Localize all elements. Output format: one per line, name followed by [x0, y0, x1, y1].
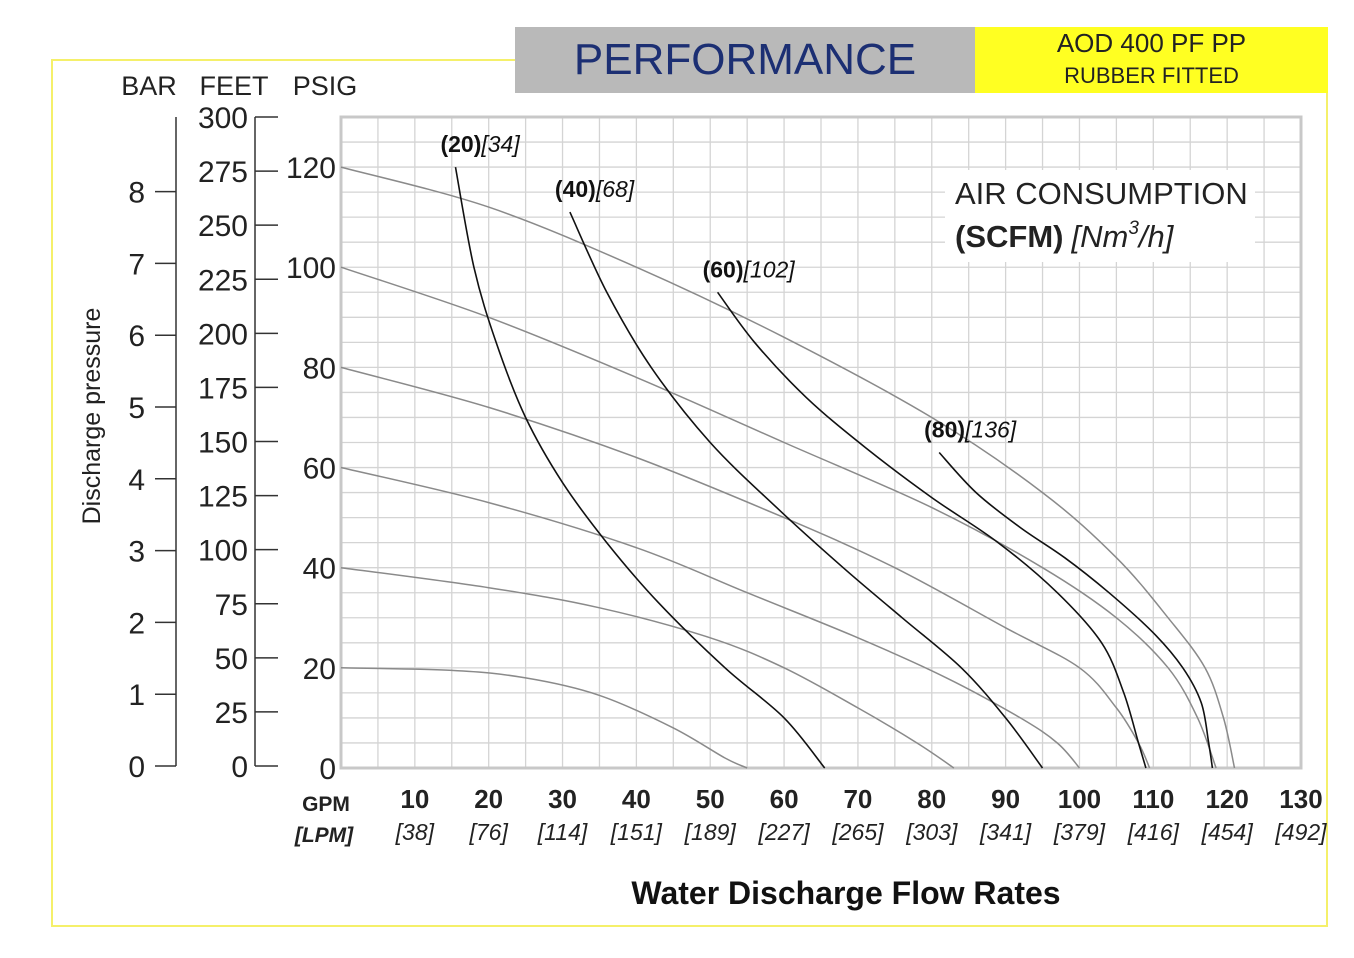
psig-tick-label: 80 [303, 352, 336, 385]
feet-tick-label: 125 [198, 481, 248, 514]
pressure-curve [340, 466, 1081, 769]
air-curve-label: (20)[34] [440, 131, 520, 157]
air-legend-bg [945, 170, 1255, 262]
header-model: AOD 400 PF PP [1056, 28, 1247, 58]
pressure-curve [340, 366, 1151, 769]
bar-tick-label: 7 [128, 248, 145, 281]
x-tick-gpm: 100 [1058, 784, 1101, 814]
bar-tick-label: 4 [128, 464, 145, 497]
x-tick-lpm: [189] [684, 819, 737, 845]
feet-tick-label: 150 [198, 427, 248, 460]
bar-tick-label: 3 [128, 536, 145, 569]
x-axis-title: Water Discharge Flow Rates [631, 875, 1060, 911]
x-tick-lpm: [114] [537, 819, 588, 845]
bar-tick-label: 6 [128, 320, 145, 353]
psig-tick-label: 20 [303, 653, 336, 686]
psig-tick-label: 100 [286, 252, 336, 285]
bar-tick-label: 1 [128, 679, 145, 712]
plot-border [339, 115, 1303, 770]
x-tick-lpm: [454] [1201, 819, 1254, 845]
pressure-curve [340, 266, 1217, 769]
grid [341, 117, 1301, 768]
y-header-bar: BAR [121, 71, 177, 101]
x-tick-lpm: [151] [610, 819, 663, 845]
psig-tick-label: 60 [303, 453, 336, 486]
bar-axis: 0 1 2 3 4 5 6 7 8 [128, 117, 177, 784]
x-tick-gpm: 80 [917, 784, 946, 814]
x-unit-lpm: [LPM] [294, 824, 354, 847]
air-curve [716, 291, 1147, 769]
psig-tick-label: 120 [286, 152, 336, 185]
x-tick-lpm: [303] [905, 819, 958, 845]
feet-tick-label: 300 [198, 102, 248, 135]
bar-tick-label: 2 [128, 607, 145, 640]
air-curve [454, 166, 826, 769]
air-curve-label: (80)[136] [924, 417, 1017, 443]
x-tick-gpm: 20 [474, 784, 503, 814]
x-tick-gpm: 120 [1205, 784, 1248, 814]
feet-tick-label: 250 [198, 210, 248, 243]
psig-tick-label: 0 [319, 753, 336, 786]
feet-tick-label: 25 [215, 697, 248, 730]
x-tick-gpm: 130 [1279, 784, 1322, 814]
feet-tick-label: 0 [231, 751, 248, 784]
x-tick-gpm: 50 [696, 784, 725, 814]
y-header-feet: FEET [199, 71, 268, 101]
x-tick-lpm: [76] [469, 819, 509, 845]
header-subtitle: RUBBER FITTED [1064, 63, 1239, 88]
air-curve [938, 451, 1214, 769]
feet-tick-label: 75 [215, 589, 248, 622]
header-model-box [975, 27, 1328, 93]
x-tick-lpm: [341] [979, 819, 1032, 845]
x-tick-gpm: 70 [843, 784, 872, 814]
feet-axis: 0 25 50 75 100 125 150 175 200 225 250 275 300 [198, 102, 278, 784]
y-header-psig: PSIG [293, 71, 358, 101]
feet-tick-label: 175 [198, 372, 248, 405]
psig-axis: 0 20 40 60 80 100 120 [286, 152, 336, 786]
air-curve-label: (60)[102] [703, 256, 796, 282]
air-curve [569, 211, 1044, 769]
x-tick-gpm: 30 [548, 784, 577, 814]
air-legend-title: AIR CONSUMPTION [955, 176, 1248, 211]
x-tick-gpm: 10 [400, 784, 429, 814]
x-tick-lpm: [379] [1053, 819, 1106, 845]
air-curve-labels: (20)[34] (40)[68] (60)[102] (80)[136] [440, 131, 1016, 442]
air-curve-label: (40)[68] [555, 176, 635, 202]
x-tick-gpm: 90 [991, 784, 1020, 814]
x-tick-lpm: [416] [1127, 819, 1180, 845]
header-title: PERFORMANCE [573, 35, 917, 84]
bar-tick-label: 0 [128, 751, 145, 784]
psig-tick-label: 40 [303, 553, 336, 586]
header-title-box [515, 27, 975, 93]
x-unit-gpm: GPM [302, 793, 350, 816]
pressure-curve [340, 667, 748, 769]
x-tick-lpm: [38] [395, 819, 435, 845]
x-tick-lpm: [227] [757, 819, 810, 845]
feet-tick-label: 50 [215, 643, 248, 676]
x-tick-lpm: [265] [831, 819, 884, 845]
air-legend-units: (SCFM) [Nm3/h] [955, 218, 1175, 254]
x-tick-gpm: 110 [1132, 784, 1174, 814]
air-curves [454, 166, 1214, 769]
pressure-curve [340, 166, 1236, 769]
x-axis: 10 [38] 20 [76] 30 [114] 40 [151] 50 [189] 60 [227]… [395, 784, 1328, 845]
pressure-curves [340, 166, 1236, 769]
x-tick-lpm: [492] [1274, 819, 1327, 845]
y-axis-label: Discharge pressure [78, 308, 106, 525]
feet-tick-label: 200 [198, 318, 248, 351]
bar-tick-label: 5 [128, 392, 145, 425]
pressure-curve [340, 566, 955, 769]
feet-tick-label: 275 [198, 156, 248, 189]
feet-tick-label: 100 [198, 535, 248, 568]
bar-tick-label: 8 [128, 177, 145, 210]
x-tick-gpm: 40 [622, 784, 651, 814]
x-tick-gpm: 60 [770, 784, 799, 814]
feet-tick-label: 225 [198, 264, 248, 297]
